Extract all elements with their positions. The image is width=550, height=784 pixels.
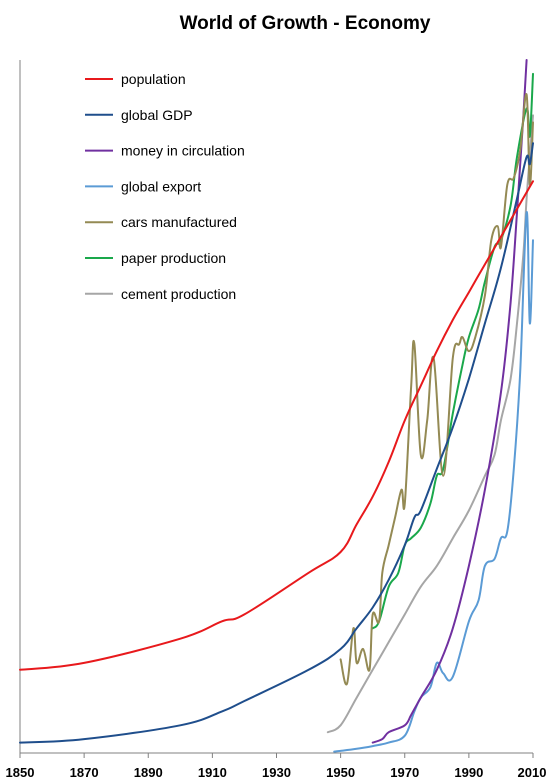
legend-item-paper-production: paper production bbox=[85, 250, 226, 266]
series-line-paper-production bbox=[371, 72, 534, 630]
legend: population global GDP money in circulation… bbox=[85, 71, 245, 302]
x-tick-label: 1950 bbox=[326, 765, 355, 780]
legend-label: population bbox=[121, 71, 186, 87]
x-tick-label: 1890 bbox=[134, 765, 163, 780]
series-line-global-gdp bbox=[19, 142, 534, 744]
legend-label: cars manufactured bbox=[121, 214, 237, 230]
series-line-population bbox=[19, 180, 534, 671]
axes bbox=[19, 60, 533, 754]
legend-item-cars-manufactured: cars manufactured bbox=[85, 214, 237, 230]
legend-item-population: population bbox=[85, 71, 186, 87]
series-line-cars-manufactured bbox=[339, 93, 534, 686]
series-line-global-export bbox=[333, 211, 534, 753]
legend-label: global export bbox=[121, 178, 201, 194]
x-tick-label: 1970 bbox=[390, 765, 419, 780]
series-layer bbox=[19, 59, 534, 753]
x-tick-label: 1930 bbox=[262, 765, 291, 780]
series-line-cement-production bbox=[326, 114, 534, 734]
legend-label: global GDP bbox=[121, 107, 193, 123]
legend-label: money in circulation bbox=[121, 143, 245, 159]
legend-item-cement-production: cement production bbox=[85, 286, 236, 302]
x-ticks: 1850 1870 1890 1910 1930 1950 1970 1990 2010 bbox=[6, 753, 547, 780]
legend-label: paper production bbox=[121, 250, 226, 266]
legend-item-global-export: global export bbox=[85, 178, 201, 194]
chart-title: World of Growth - Economy bbox=[180, 13, 431, 34]
legend-item-global-gdp: global GDP bbox=[85, 107, 193, 123]
legend-label: cement production bbox=[121, 286, 236, 302]
series-line-money-in-circulation bbox=[371, 59, 528, 744]
legend-item-money-in-circulation: money in circulation bbox=[85, 143, 245, 159]
x-tick-label: 2010 bbox=[518, 765, 547, 780]
x-tick-label: 1910 bbox=[198, 765, 227, 780]
x-tick-label: 1990 bbox=[454, 765, 483, 780]
x-tick-label: 1870 bbox=[70, 765, 99, 780]
x-tick-label: 1850 bbox=[6, 765, 35, 780]
